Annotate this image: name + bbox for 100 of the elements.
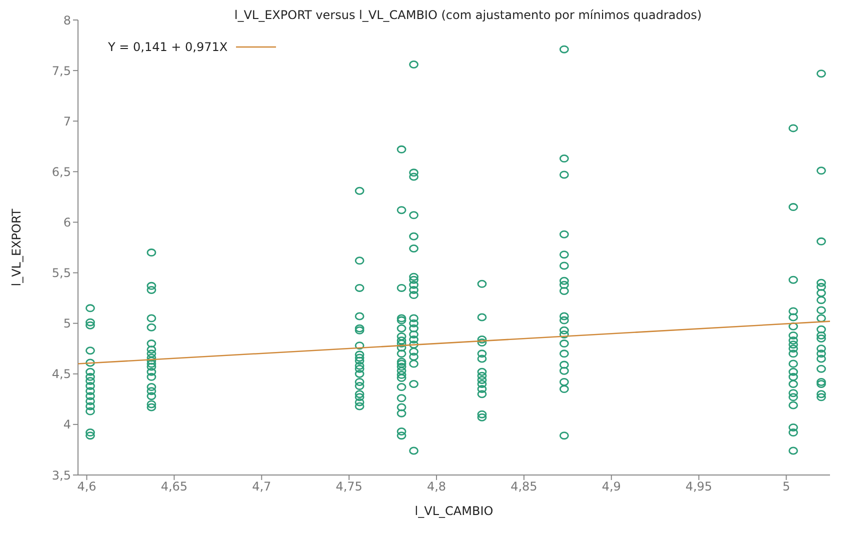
- point: [146, 350, 156, 358]
- point: [396, 432, 406, 440]
- point: [788, 446, 798, 455]
- point: [816, 334, 826, 342]
- point: [146, 383, 156, 392]
- y-tick-label: 4,5: [52, 367, 71, 382]
- point: [146, 248, 156, 257]
- point: [396, 314, 406, 322]
- point: [354, 398, 364, 406]
- point: [788, 350, 798, 358]
- point: [409, 272, 418, 281]
- point: [788, 344, 798, 353]
- point: [396, 145, 406, 154]
- point: [788, 423, 798, 432]
- point: [816, 278, 826, 287]
- point: [146, 286, 156, 294]
- point: [86, 368, 95, 376]
- point: [477, 350, 487, 358]
- point: [146, 368, 156, 376]
- point: [86, 392, 95, 400]
- x-tick-label: 4,7: [252, 480, 272, 494]
- point: [409, 60, 418, 68]
- point: [559, 316, 569, 324]
- point: [409, 314, 418, 322]
- point: [559, 350, 569, 358]
- point: [409, 336, 418, 344]
- point: [559, 366, 569, 375]
- point: [788, 389, 798, 398]
- y-axis-title: l_VL_EXPORT: [9, 208, 24, 286]
- point: [477, 380, 487, 388]
- point: [354, 390, 364, 398]
- y-tick-label: 7,5: [52, 64, 71, 78]
- point: [816, 364, 826, 373]
- point: [788, 340, 798, 349]
- point: [86, 402, 95, 410]
- point: [146, 346, 156, 354]
- point: [477, 313, 487, 322]
- point: [409, 276, 418, 284]
- point: [146, 282, 156, 290]
- y-tick-label: 5: [63, 316, 71, 331]
- point: [788, 401, 798, 410]
- point: [354, 356, 364, 365]
- point: [559, 385, 569, 394]
- point: [788, 313, 798, 322]
- point: [559, 378, 569, 386]
- point: [146, 392, 156, 400]
- point: [559, 286, 569, 295]
- point: [396, 358, 406, 366]
- point: [409, 168, 418, 177]
- point: [409, 348, 418, 356]
- x-tick-label: 4,6: [77, 480, 96, 494]
- point: [86, 346, 95, 355]
- x-tick-label: 4,95: [685, 480, 712, 494]
- point: [354, 393, 364, 402]
- point: [146, 403, 156, 412]
- point: [788, 360, 798, 368]
- point: [788, 428, 798, 437]
- point: [354, 350, 364, 359]
- point: [396, 362, 406, 371]
- chart-title: l_VL_EXPORT versus l_VL_CAMBIO (com ajustamento por mínimos quadrados): [233, 8, 703, 22]
- point: [354, 370, 364, 378]
- point: [86, 318, 95, 326]
- point: [396, 360, 406, 368]
- point: [354, 326, 364, 334]
- point: [816, 350, 826, 358]
- point: [86, 382, 95, 390]
- point: [559, 432, 569, 440]
- point: [86, 321, 95, 330]
- y-tick-label: 5,5: [52, 266, 71, 280]
- point: [86, 387, 95, 396]
- point: [816, 289, 826, 297]
- y-tick-label: 7: [63, 114, 71, 128]
- point: [396, 206, 406, 214]
- point: [354, 382, 364, 390]
- point: [146, 340, 156, 348]
- point: [409, 340, 418, 349]
- y-tick-label: 3,5: [52, 468, 71, 482]
- point: [788, 276, 798, 284]
- point: [146, 362, 156, 371]
- point: [788, 203, 798, 212]
- point: [354, 362, 364, 370]
- y-tick-label: 8: [63, 13, 71, 28]
- point: [409, 380, 418, 388]
- point: [477, 280, 487, 288]
- point: [816, 237, 826, 246]
- point: [409, 280, 418, 289]
- point: [816, 378, 826, 386]
- point: [816, 314, 826, 322]
- point: [816, 393, 826, 402]
- point: [396, 350, 406, 358]
- point: [477, 354, 487, 363]
- point: [409, 244, 418, 253]
- point: [816, 380, 826, 388]
- x-tick-label: 5: [782, 480, 790, 494]
- point: [354, 342, 364, 350]
- point: [396, 284, 406, 292]
- x-tick-label: 4,65: [160, 480, 188, 494]
- point: [146, 387, 156, 396]
- point: [477, 410, 487, 418]
- x-axis-title: l_VL_CAMBIO: [414, 504, 494, 518]
